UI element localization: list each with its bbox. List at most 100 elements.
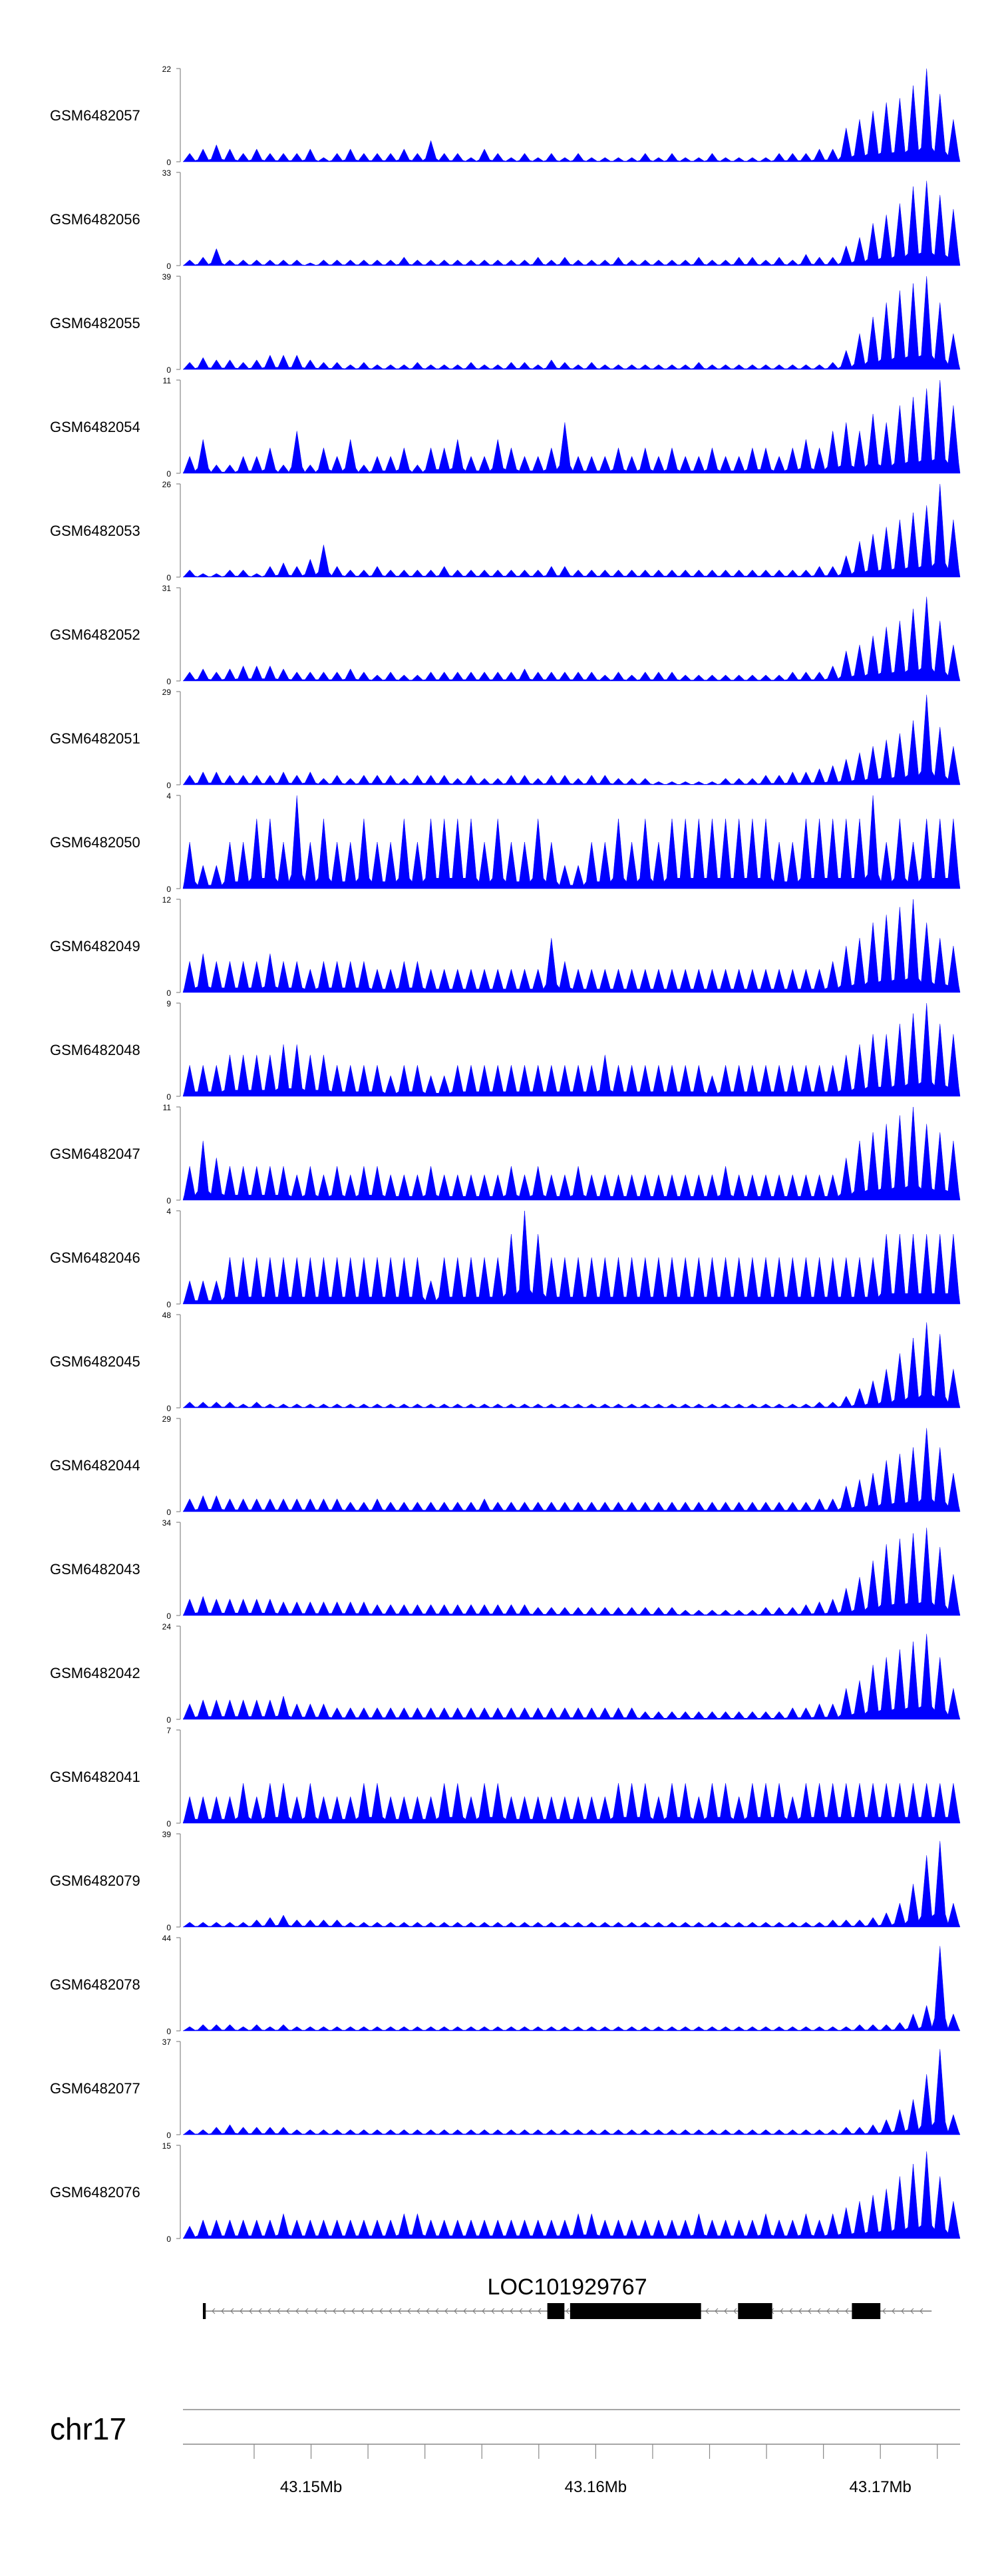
y-axis-zero-label: 0: [166, 365, 171, 375]
coverage-area: [182, 1428, 961, 1512]
strand-arrow: [370, 2308, 374, 2314]
strand-arrow: [361, 2308, 365, 2314]
track-GSM6482056: GSM6482056 33 0: [50, 168, 961, 271]
strand-arrow: [519, 2308, 523, 2314]
coverage-area: [182, 1106, 961, 1201]
y-axis-max-label: 4: [166, 1207, 171, 1216]
strand-arrow: [910, 2308, 914, 2314]
strand-arrow: [323, 2308, 327, 2314]
strand-arrow: [221, 2308, 225, 2314]
strand-arrow: [817, 2308, 821, 2314]
strand-arrow: [733, 2308, 737, 2314]
track-label: GSM6482077: [50, 2080, 140, 2097]
track-label: GSM6482043: [50, 1561, 140, 1578]
y-axis-max-label: 26: [162, 480, 172, 489]
coverage-area: [182, 276, 961, 370]
y-axis-max-label: 31: [162, 584, 172, 593]
strand-arrow: [472, 2308, 476, 2314]
track-GSM6482043: GSM6482043 34 0: [50, 1518, 961, 1621]
strand-arrow: [305, 2308, 309, 2314]
coverage-area: [182, 2151, 961, 2239]
y-axis-zero-label: 0: [166, 1923, 171, 1932]
track-GSM6482077: GSM6482077 37 0: [50, 2038, 961, 2140]
coverage-area: [182, 1946, 961, 2032]
strand-arrow: [845, 2308, 849, 2314]
coverage-area: [182, 1002, 961, 1097]
y-axis-zero-label: 0: [166, 262, 171, 271]
strand-arrow: [808, 2308, 812, 2314]
y-axis-zero-label: 0: [166, 2131, 171, 2140]
y-axis-zero-label: 0: [166, 2235, 171, 2244]
strand-arrow: [295, 2308, 299, 2314]
track-label: GSM6482051: [50, 730, 140, 747]
strand-arrow: [398, 2308, 402, 2314]
track-label: GSM6482053: [50, 523, 140, 539]
exon-block: [547, 2303, 565, 2319]
strand-arrow: [351, 2308, 355, 2314]
y-axis-zero-label: 0: [166, 1819, 171, 1828]
y-axis-zero-label: 0: [166, 1404, 171, 1413]
track-GSM6482051: GSM6482051 29 0: [50, 688, 961, 790]
strand-arrow: [500, 2308, 504, 2314]
strand-arrow: [705, 2308, 709, 2314]
track-label: GSM6482042: [50, 1665, 140, 1681]
y-axis-max-label: 44: [162, 1934, 172, 1943]
track-label: GSM6482050: [50, 834, 140, 851]
track-GSM6482052: GSM6482052 31 0: [50, 584, 961, 686]
track-label: GSM6482049: [50, 938, 140, 955]
y-axis-zero-label: 0: [166, 1196, 171, 1205]
strand-arrow: [389, 2308, 393, 2314]
strand-arrow: [715, 2308, 719, 2314]
track-GSM6482047: GSM6482047 11 0: [50, 1103, 961, 1205]
track-label: GSM6482052: [50, 626, 140, 643]
y-axis-zero-label: 0: [166, 1508, 171, 1517]
y-axis-max-label: 39: [162, 272, 172, 282]
y-axis-max-label: 4: [166, 791, 171, 801]
coverage-area: [182, 483, 961, 578]
strand-arrow: [435, 2308, 439, 2314]
track-label: GSM6482056: [50, 211, 140, 228]
track-GSM6482042: GSM6482042 24 0: [50, 1622, 961, 1725]
strand-arrow: [826, 2308, 830, 2314]
track-label: GSM6482079: [50, 1872, 140, 1889]
strand-arrow: [491, 2308, 495, 2314]
coverage-area: [182, 379, 961, 474]
y-axis-zero-label: 0: [166, 158, 171, 167]
y-axis-zero-label: 0: [166, 677, 171, 686]
strand-arrow: [798, 2308, 802, 2314]
axis-tick-label: 43.15Mb: [280, 2478, 342, 2496]
axis-tick-label: 43.16Mb: [565, 2478, 627, 2496]
track-label: GSM6482047: [50, 1146, 140, 1162]
y-axis-max-label: 37: [162, 2038, 172, 2047]
track-GSM6482050: GSM6482050 4 0: [50, 791, 961, 894]
track-GSM6482048: GSM6482048 9 0: [50, 999, 961, 1102]
strand-arrow: [426, 2308, 430, 2314]
strand-arrow: [454, 2308, 458, 2314]
y-axis-max-label: 22: [162, 65, 172, 74]
y-axis-zero-label: 0: [166, 1092, 171, 1102]
coverage-area: [182, 899, 961, 993]
y-axis-max-label: 29: [162, 688, 172, 697]
track-GSM6482044: GSM6482044 29 0: [50, 1414, 961, 1517]
axis-tick-label: 43.17Mb: [850, 2478, 912, 2496]
y-axis-zero-label: 0: [166, 988, 171, 998]
y-axis-max-label: 9: [166, 999, 171, 1008]
strand-arrow: [892, 2308, 896, 2314]
strand-arrow: [528, 2308, 532, 2314]
track-GSM6482054: GSM6482054 11 0: [50, 376, 961, 479]
strand-arrow: [444, 2308, 448, 2314]
strand-arrow: [416, 2308, 420, 2314]
chromosome-track: chr17: [50, 2409, 960, 2446]
strand-arrow: [482, 2308, 486, 2314]
y-axis-zero-label: 0: [166, 469, 171, 479]
y-axis-max-label: 11: [163, 376, 172, 385]
track-GSM6482078: GSM6482078 44 0: [50, 1934, 961, 2036]
coverage-area: [182, 2049, 961, 2135]
strand-arrow: [919, 2308, 923, 2314]
y-axis-max-label: 34: [162, 1518, 172, 1528]
y-axis-max-label: 12: [162, 895, 172, 905]
coverage-area: [182, 694, 961, 785]
strand-arrow: [789, 2308, 793, 2314]
y-axis-zero-label: 0: [166, 885, 171, 894]
genome-axis: 43.15Mb 43.16Mb 43.17Mb: [183, 2444, 960, 2496]
